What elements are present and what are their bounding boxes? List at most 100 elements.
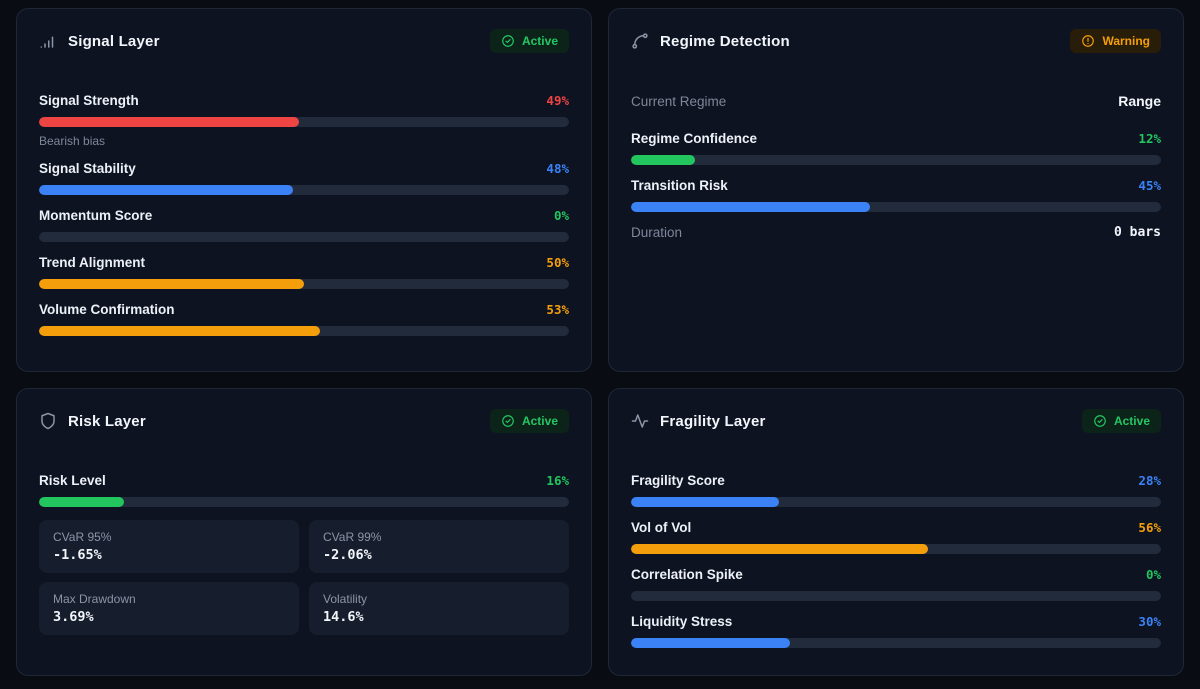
progress-bar — [39, 232, 569, 242]
progress-bar — [39, 185, 569, 195]
metric-row: Trend Alignment 50% — [39, 255, 569, 289]
metric-label: Regime Confidence — [631, 131, 758, 146]
kv-label: Duration — [631, 225, 683, 240]
progress-bar-fill — [631, 638, 790, 648]
progress-bar — [631, 591, 1161, 601]
alert-circle-icon — [1081, 34, 1095, 48]
status-badge: Warning — [1070, 29, 1161, 53]
key-value-row: Current Regime Range — [631, 93, 1161, 109]
metric-value: 16% — [546, 473, 569, 488]
stat-label: Volatility — [323, 592, 368, 606]
check-circle-icon — [501, 34, 515, 48]
metric-row: Liquidity Stress 30% — [631, 614, 1161, 648]
stat-label: CVaR 95% — [53, 530, 112, 544]
metric-value: 0% — [1145, 567, 1161, 582]
metric-label: Correlation Spike — [631, 567, 743, 582]
progress-bar-fill — [39, 326, 320, 336]
progress-bar-fill — [39, 497, 124, 507]
panel-header: Fragility Layer Active — [631, 409, 1161, 433]
stat-card: Max Drawdown 3.69% — [39, 582, 299, 635]
stat-card: Volatility 14.6% — [309, 582, 569, 635]
metric-row: Regime Confidence 12% — [631, 131, 1161, 165]
progress-bar — [631, 202, 1161, 212]
metric-value: 50% — [546, 255, 569, 270]
status-badge-label: Warning — [1102, 34, 1150, 48]
check-circle-icon — [1093, 414, 1107, 428]
panel-title: Risk Layer — [68, 412, 146, 430]
progress-bar-fill — [39, 117, 299, 127]
metric-row: Signal Strength 49% Bearish bias — [39, 93, 569, 148]
stat-card: CVaR 95% -1.65% — [39, 520, 299, 573]
progress-bar — [631, 497, 1161, 507]
status-badge: Active — [1081, 409, 1161, 433]
metric-label: Liquidity Stress — [631, 614, 733, 629]
check-circle-icon — [501, 414, 515, 428]
panel-header: Regime Detection Warning — [631, 29, 1161, 53]
metric-value: 0% — [553, 208, 569, 223]
progress-bar-fill — [39, 279, 304, 289]
metric-list: Signal Strength 49% Bearish bias Signal … — [39, 93, 569, 336]
metric-value: 45% — [1138, 178, 1161, 193]
status-badge: Active — [489, 409, 569, 433]
metric-list: Current Regime Range Regime Confidence 1… — [631, 93, 1161, 240]
metric-label: Trend Alignment — [39, 255, 146, 270]
progress-bar — [39, 279, 569, 289]
metric-label: Volume Confirmation — [39, 302, 175, 317]
metric-value: 48% — [546, 161, 569, 176]
panel-header: Signal Layer Active — [39, 29, 569, 53]
stat-value: -2.06% — [323, 547, 372, 563]
metric-label: Momentum Score — [39, 208, 153, 223]
progress-bar-fill — [631, 202, 870, 212]
progress-bar-fill — [631, 155, 695, 165]
metric-label: Risk Level — [39, 473, 106, 488]
stat-value: 3.69% — [53, 609, 94, 625]
stat-card: CVaR 99% -2.06% — [309, 520, 569, 573]
kv-value: 0 bars — [1114, 225, 1161, 240]
metric-row: Fragility Score 28% — [631, 473, 1161, 507]
shield-icon — [39, 412, 57, 430]
status-badge: Active — [489, 29, 569, 53]
panel-header: Risk Layer Active — [39, 409, 569, 433]
metric-label: Transition Risk — [631, 178, 728, 193]
panel-title: Regime Detection — [660, 32, 790, 50]
panel-title: Fragility Layer — [660, 412, 766, 430]
metric-value: 53% — [546, 302, 569, 317]
panel-regime-detection: Regime Detection Warning Current Regime … — [608, 8, 1184, 372]
stat-value: 14.6% — [323, 609, 364, 625]
metric-list: Risk Level 16% CVaR 95% -1.65% CVaR 99% -… — [39, 473, 569, 635]
metric-value: 56% — [1138, 520, 1161, 535]
metric-row: Transition Risk 45% — [631, 178, 1161, 212]
metric-list: Fragility Score 28% Vol of Vol 56% Corre… — [631, 473, 1161, 648]
metric-value: 30% — [1138, 614, 1161, 629]
progress-bar-fill — [39, 185, 294, 195]
status-badge-label: Active — [521, 414, 558, 428]
progress-bar — [631, 155, 1161, 165]
metric-caption: Bearish bias — [39, 134, 106, 148]
status-badge-label: Active — [1113, 414, 1150, 428]
progress-bar — [39, 326, 569, 336]
metric-row: Risk Level 16% — [39, 473, 569, 507]
metric-row: Vol of Vol 56% — [631, 520, 1161, 554]
progress-bar-fill — [631, 497, 780, 507]
metric-value: 49% — [546, 93, 569, 108]
progress-bar — [39, 117, 569, 127]
spline-branch-icon — [631, 32, 649, 50]
signal-bars-icon — [39, 32, 57, 50]
activity-icon — [631, 412, 649, 430]
metric-row: Signal Stability 48% — [39, 161, 569, 195]
stat-label: Max Drawdown — [53, 592, 136, 606]
progress-bar — [39, 497, 569, 507]
status-badge-label: Active — [521, 34, 558, 48]
progress-bar — [631, 544, 1161, 554]
metric-value: 12% — [1138, 131, 1161, 146]
stat-value: -1.65% — [53, 547, 102, 563]
metric-value: 28% — [1138, 473, 1161, 488]
stat-label: CVaR 99% — [323, 530, 382, 544]
panel-title: Signal Layer — [68, 32, 160, 50]
panel-risk-layer: Risk Layer Active Risk Level 16% CVaR 95… — [16, 388, 592, 676]
stats-grid: CVaR 95% -1.65% CVaR 99% -2.06% Max Drawdo… — [39, 520, 569, 635]
key-value-row: Duration 0 bars — [631, 225, 1161, 240]
metric-label: Vol of Vol — [631, 520, 692, 535]
metric-row: Correlation Spike 0% — [631, 567, 1161, 601]
